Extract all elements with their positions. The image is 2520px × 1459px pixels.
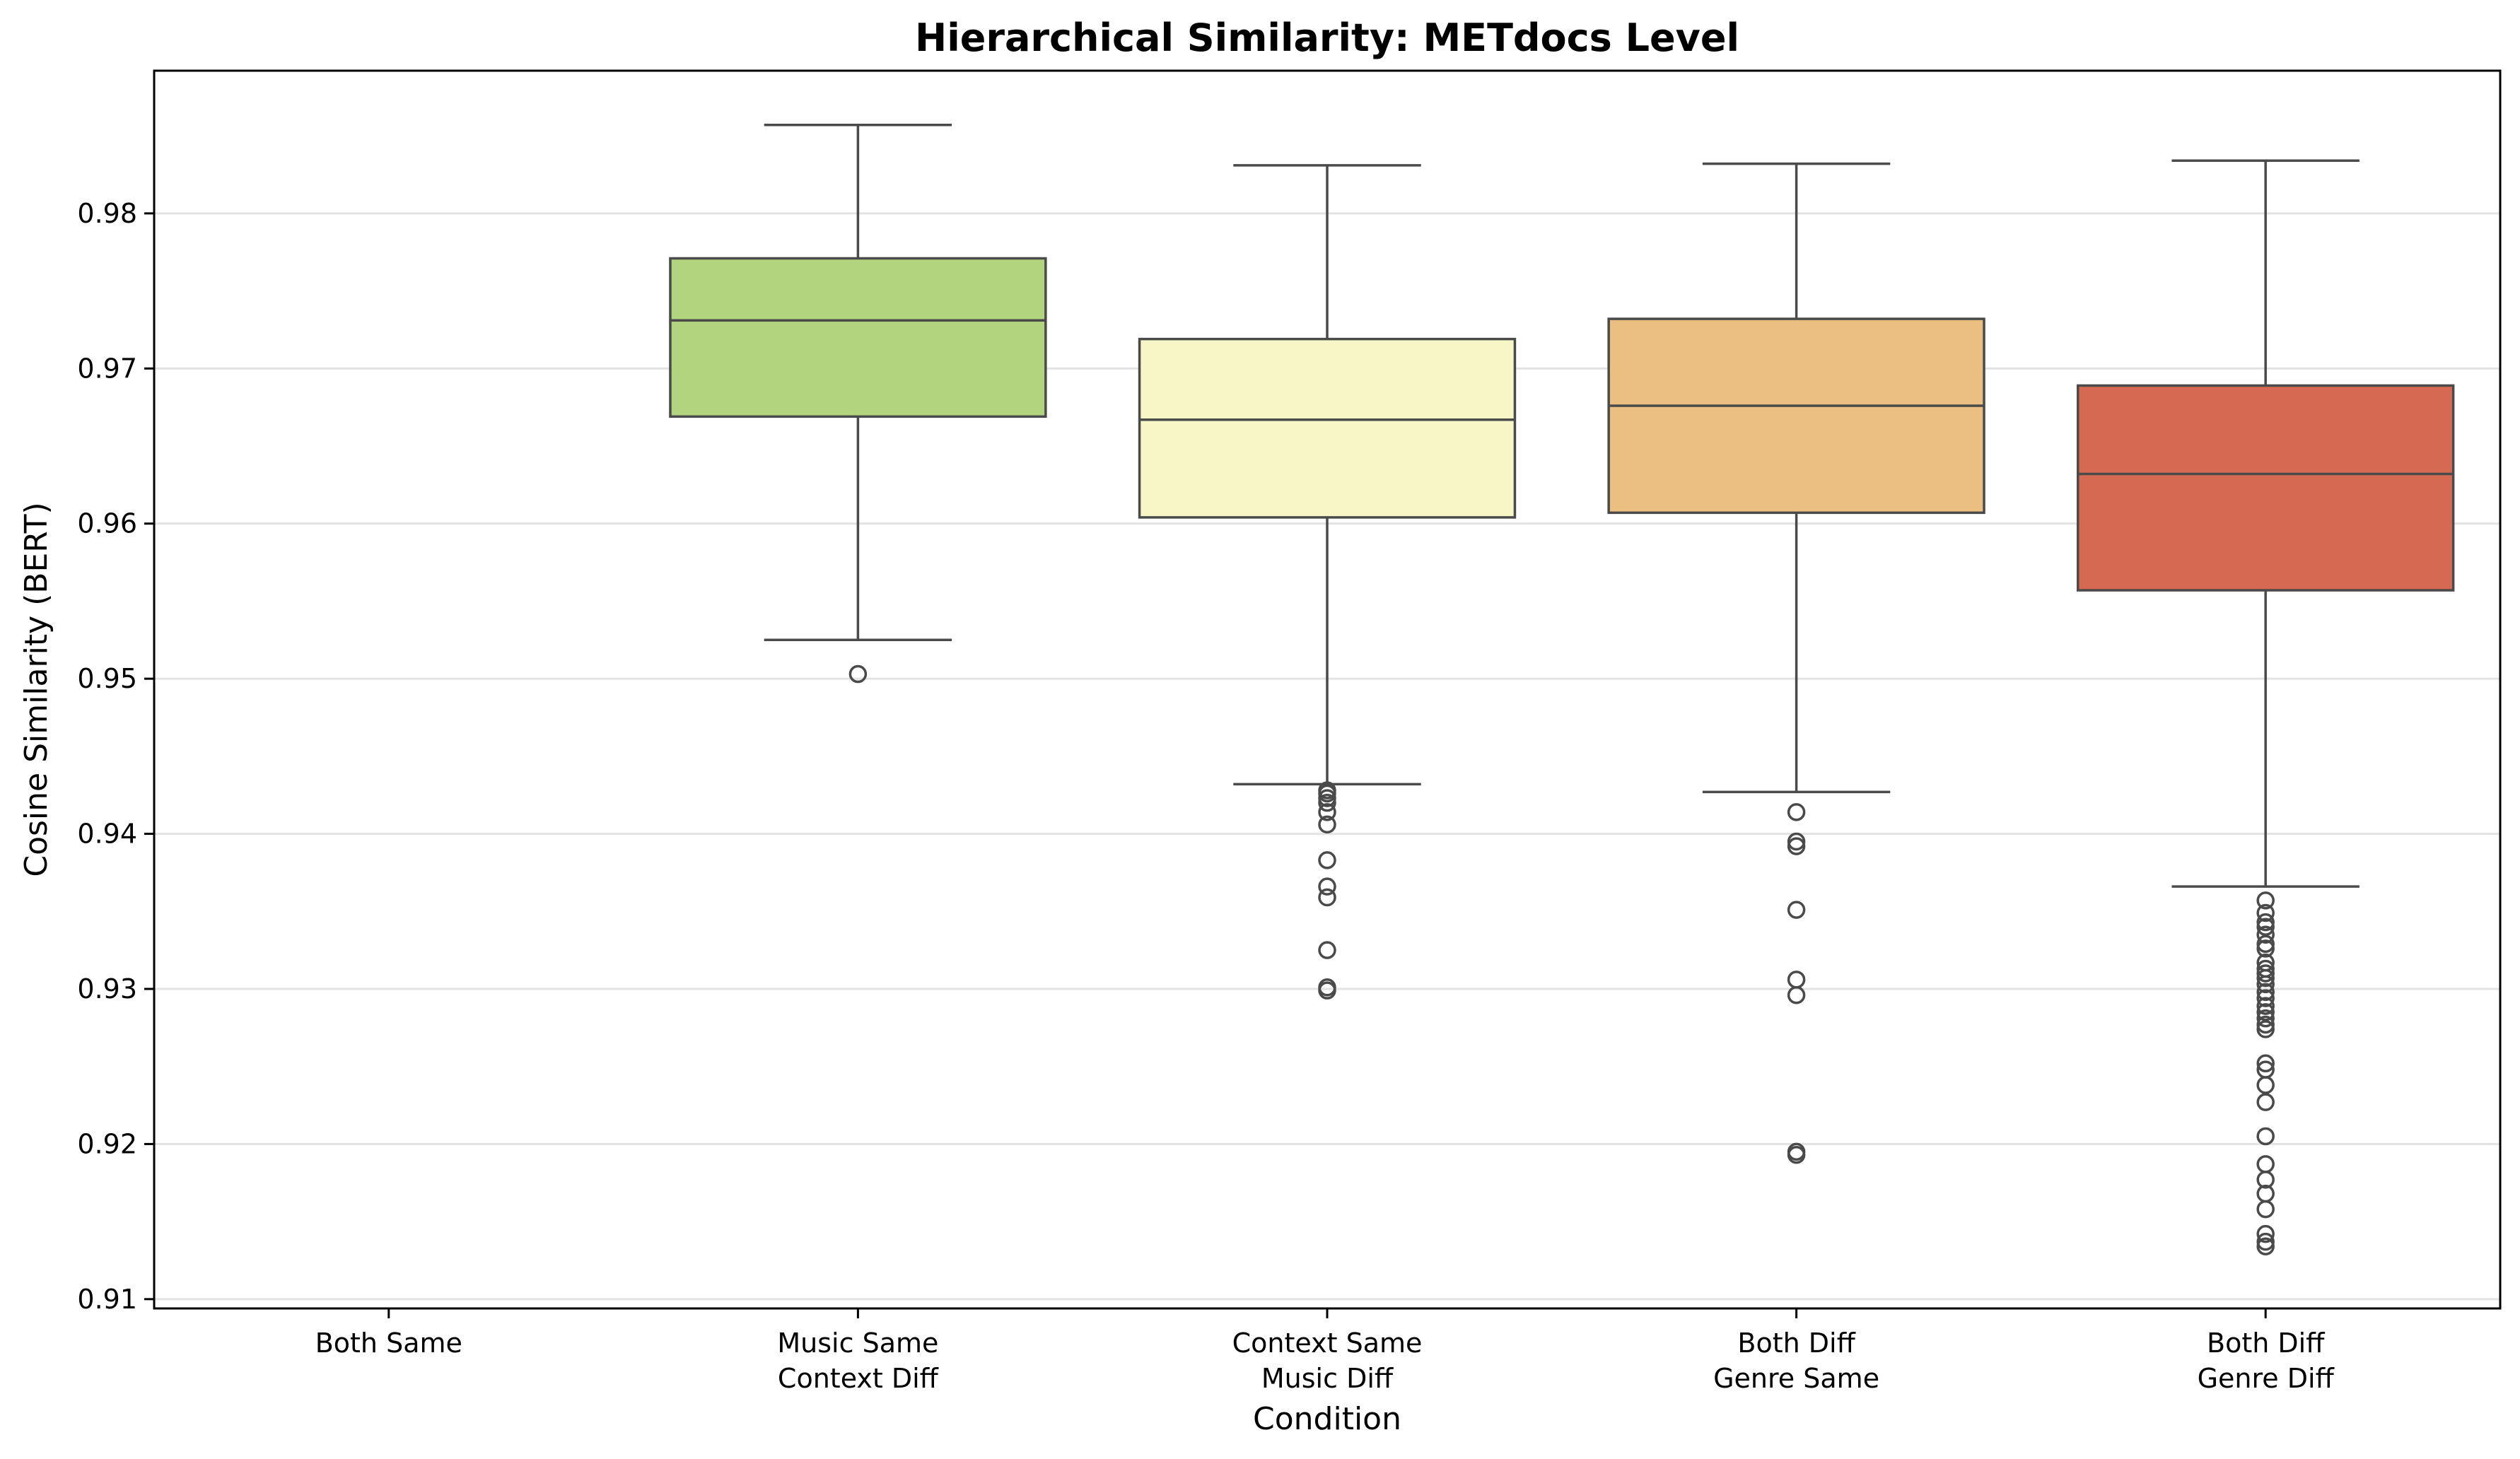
outlier-point [2256,983,2275,1002]
x-tick-label: Context Same [1232,1328,1423,1359]
outlier-point [1787,803,1806,821]
outlier-point [1787,901,1806,919]
y-tick-label: 0.95 [77,663,137,694]
y-tick-label: 0.93 [77,973,137,1004]
outlier-point [1787,1146,1806,1164]
box-group [2077,159,2455,1255]
outlier-point [2256,918,2275,936]
outlier-point [1318,789,1336,807]
y-tick-label: 0.98 [77,198,137,229]
y-tick-label: 0.96 [77,508,137,539]
x-tick-label: Both Diff [2207,1328,2325,1359]
outlier-point [2256,1237,2275,1255]
outlier-point [1318,784,1336,803]
outlier-point [2256,997,2275,1015]
x-tick-label: Genre Diff [2198,1363,2335,1394]
y-tick-label: 0.92 [77,1128,137,1159]
box-group [1607,162,1985,1164]
iqr-box [1138,337,1517,519]
outlier-point [2256,1200,2275,1219]
outlier-point [1318,851,1336,869]
outlier-point [1318,981,1336,1000]
x-tick-label: Both Diff [1737,1328,1855,1359]
outlier-point [2256,1009,2275,1028]
outlier-point [2256,925,2275,944]
outlier-point [1318,815,1336,834]
outlier-point [1318,803,1336,821]
outlier-point [2256,1003,2275,1021]
outlier-point [1787,837,1806,855]
outlier-point [2256,891,2275,910]
x-axis-title: Condition [1253,1401,1401,1437]
outlier-point [2256,1232,2275,1251]
outlier-point [2256,1076,2275,1094]
iqr-box [669,257,1047,418]
box-layer [669,124,2455,1255]
outlier-point [2256,1127,2275,1146]
box-group [669,124,1047,684]
outlier-point [2256,1020,2275,1038]
outlier-point [2256,1093,2275,1111]
x-tick-label: Music Diff [1261,1363,1394,1394]
outlier-point [1318,941,1336,959]
outlier-point [2256,1054,2275,1073]
outlier-point [1318,877,1336,896]
x-tick-label: Both Same [315,1328,462,1359]
outlier-point [1318,793,1336,812]
y-axis-title: Cosine Similarity (BERT) [18,502,54,877]
outlier-point [1318,888,1336,907]
outlier-point [2256,975,2275,994]
x-tick-label: Genre Same [1713,1363,1879,1394]
y-tick-label: 0.94 [77,819,137,850]
outlier-point [1787,832,1806,851]
outlier-point [848,664,868,684]
outlier-point [2256,903,2275,922]
y-tick-label: 0.91 [77,1284,137,1315]
iqr-box [2077,384,2455,592]
outlier-point [2256,968,2275,988]
outlier-point [2256,989,2275,1007]
outlier-point [2256,934,2275,954]
x-tick-label: Context Diff [778,1363,939,1394]
iqr-box [1607,317,1985,515]
outlier-point [2256,1015,2275,1034]
axis-layer: 0.91 0.92 0.93 0.94 0.95 0.96 0.97 0.98 Both Sam… [77,198,2334,1394]
outlier-point [1787,986,1806,1004]
outlier-point [2256,1171,2275,1189]
outlier-point [2256,1224,2275,1243]
y-tick-label: 0.97 [77,353,137,384]
box-group [1138,164,1517,1000]
outlier-point [2256,939,2275,958]
x-tick-label: Music Same [777,1328,938,1359]
outlier-point [2256,964,2275,983]
chart-title: Hierarchical Similarity: METdocs Level [915,16,1739,60]
outlier-point [2256,913,2275,932]
